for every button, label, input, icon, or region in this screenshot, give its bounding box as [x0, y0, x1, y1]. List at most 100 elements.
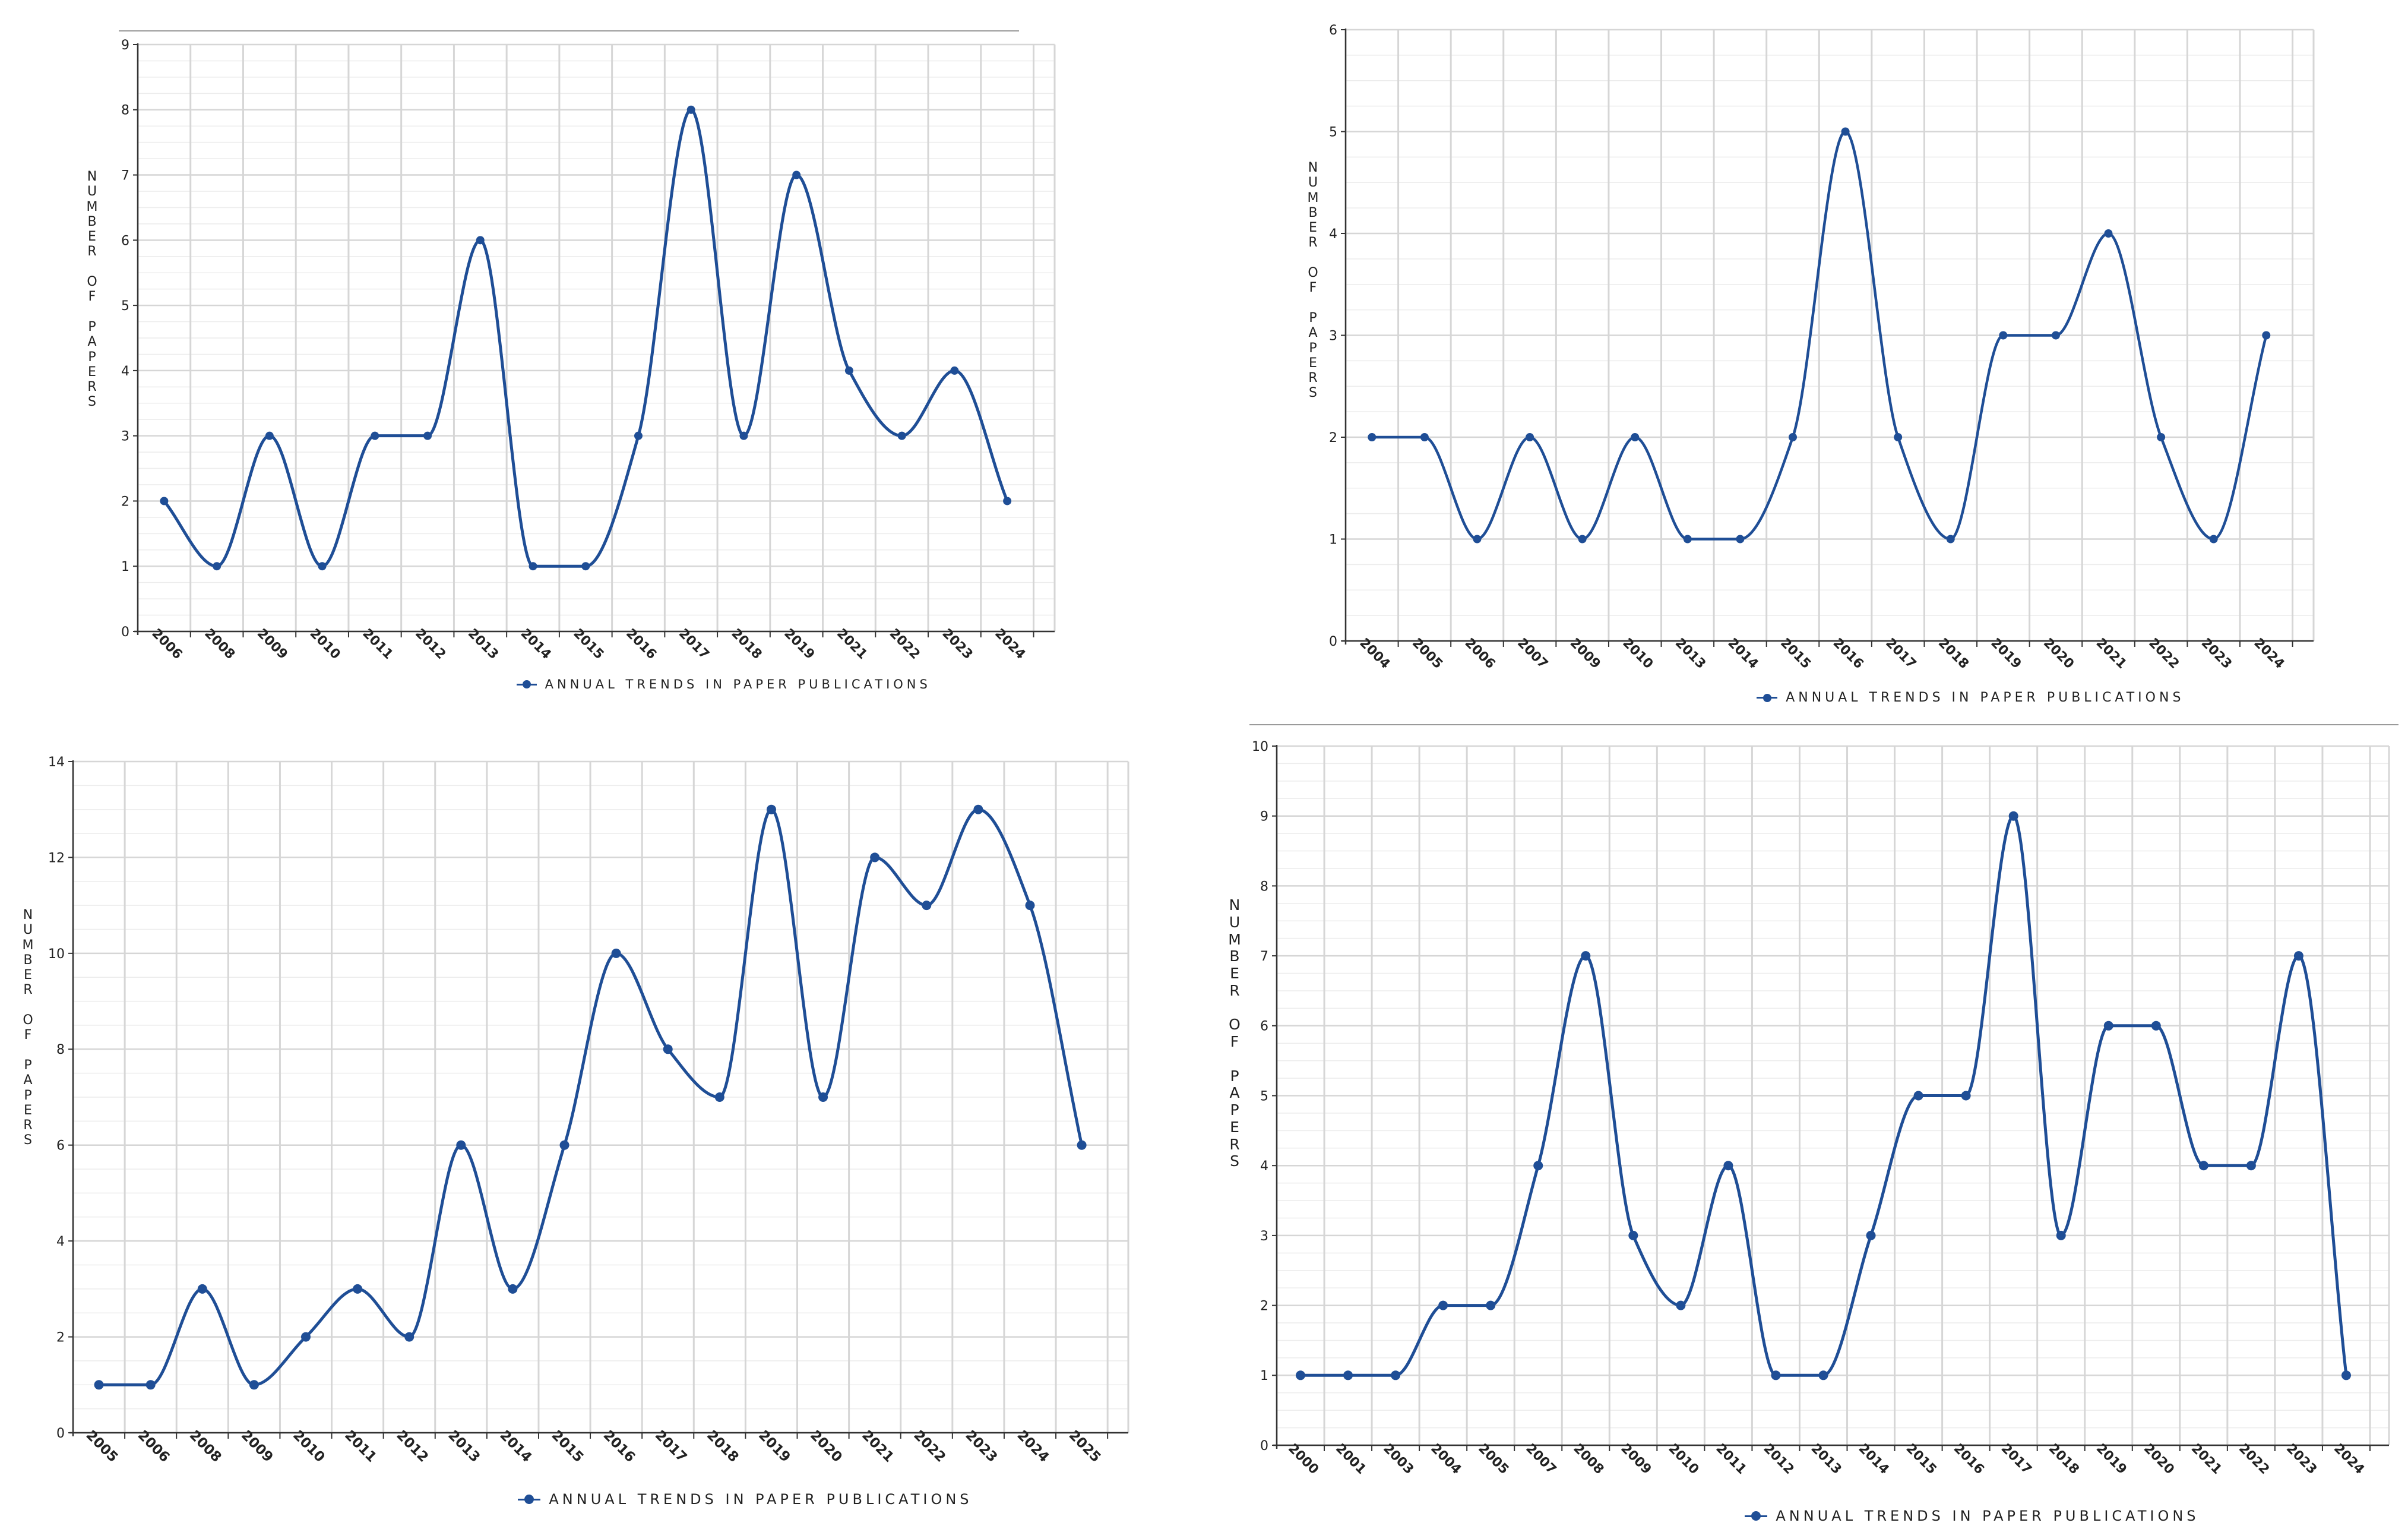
data-point	[1578, 535, 1587, 544]
y-tick-label: 14	[48, 755, 65, 770]
data-point	[1343, 1370, 1353, 1380]
data-point	[2246, 1161, 2256, 1171]
data-point	[1894, 433, 1903, 441]
data-point	[318, 562, 327, 571]
data-point	[2008, 811, 2018, 821]
y-tick-label: 0	[121, 625, 129, 640]
data-point	[353, 1284, 363, 1294]
data-point	[2104, 229, 2113, 238]
data-point	[1683, 535, 1692, 544]
data-point	[1391, 1370, 1401, 1380]
data-point	[1866, 1230, 1876, 1240]
y-tick-label: 0	[56, 1426, 65, 1441]
legend-label: ANNUAL TRENDS IN PAPER PUBLICATIONS	[1776, 1508, 2200, 1524]
y-tick-label: 1	[1329, 532, 1337, 547]
data-point	[581, 562, 590, 571]
data-point	[1296, 1370, 1306, 1380]
data-point	[404, 1332, 414, 1342]
legend: ANNUAL TRENDS IN PAPER PUBLICATIONS	[1745, 1508, 2200, 1524]
data-point	[1438, 1300, 1448, 1310]
x-tick-label: 2008	[1570, 1441, 1606, 1477]
legend-swatch	[517, 680, 537, 688]
y-tick-label: 8	[121, 103, 129, 118]
data-point	[897, 431, 906, 440]
data-point	[1025, 901, 1035, 911]
x-tick-label: 2023	[2283, 1441, 2320, 1477]
x-tick-label: 2016	[1951, 1441, 1987, 1477]
data-point	[1913, 1091, 1923, 1101]
y-tick-label: 5	[1329, 125, 1337, 140]
grid	[72, 760, 1129, 1434]
data-point	[950, 366, 959, 375]
data-point	[423, 431, 432, 440]
data-point	[476, 236, 485, 245]
y-tick-label: 8	[1260, 879, 1268, 894]
x-tick-label: 2004	[1428, 1441, 1464, 1477]
data-point	[844, 366, 853, 375]
x-tick-label: 2017	[1998, 1441, 2034, 1477]
x-tick-label: 2001	[1333, 1441, 1369, 1477]
data-point	[714, 1092, 724, 1102]
x-tick-label: 2010	[1665, 1441, 1701, 1477]
data-point	[2103, 1021, 2113, 1031]
y-tick-label: 3	[1260, 1229, 1268, 1244]
data-point	[611, 948, 621, 958]
data-point	[1077, 1140, 1087, 1150]
y-tick-label: 2	[56, 1330, 65, 1345]
data-point	[1999, 331, 2008, 340]
y-tick-label: 7	[1260, 949, 1268, 964]
data-point	[2051, 331, 2060, 340]
y-tick-label: 3	[1329, 328, 1337, 343]
data-point	[300, 1332, 311, 1342]
data-point	[686, 105, 695, 114]
data-point	[1581, 951, 1591, 961]
x-tick-label: 2024	[2331, 1441, 2367, 1477]
data-point	[1486, 1300, 1496, 1310]
data-point	[2151, 1021, 2161, 1031]
legend-label: ANNUAL TRENDS IN PAPER PUBLICATIONS	[1786, 690, 2185, 705]
data-point	[739, 431, 748, 440]
data-point	[1736, 535, 1745, 544]
data-point	[1420, 433, 1429, 441]
data-point	[2209, 535, 2218, 544]
data-point	[766, 804, 776, 814]
data-point	[1788, 433, 1797, 441]
data-point	[818, 1092, 828, 1102]
y-tick-label: 1	[1260, 1369, 1268, 1383]
y-tick-label: 3	[121, 429, 129, 444]
x-tick-label: 2014	[1856, 1441, 1892, 1477]
data-point	[1631, 433, 1640, 441]
y-tick-label: 6	[121, 233, 129, 248]
data-point	[1003, 497, 1012, 506]
data-point	[634, 431, 643, 440]
x-tick-label: 2021	[2188, 1441, 2225, 1477]
legend-swatch	[1745, 1511, 1768, 1521]
legend: ANNUAL TRENDS IN PAPER PUBLICATIONS	[517, 677, 931, 691]
data-point	[1723, 1161, 1733, 1171]
y-tick-label: 9	[121, 38, 129, 53]
legend: ANNUAL TRENDS IN PAPER PUBLICATIONS	[518, 1491, 973, 1508]
x-tick-label: 2018	[2046, 1441, 2082, 1477]
data-point	[1368, 433, 1377, 441]
data-point	[265, 431, 274, 440]
data-point	[973, 804, 983, 814]
y-tick-label: 5	[121, 299, 129, 314]
y-tick-label: 4	[1260, 1159, 1268, 1174]
data-point	[2262, 331, 2271, 340]
y-tick-label: 6	[56, 1139, 65, 1154]
data-point	[213, 562, 222, 571]
data-point	[197, 1284, 207, 1294]
data-point	[508, 1284, 518, 1294]
y-tick-label: 2	[1260, 1299, 1268, 1314]
y-tick-label: 4	[1329, 227, 1337, 242]
y-tick-label: 0	[1260, 1439, 1268, 1454]
data-point	[94, 1380, 104, 1390]
data-point	[2293, 951, 2303, 961]
data-point	[663, 1044, 673, 1054]
data-point	[1533, 1161, 1543, 1171]
